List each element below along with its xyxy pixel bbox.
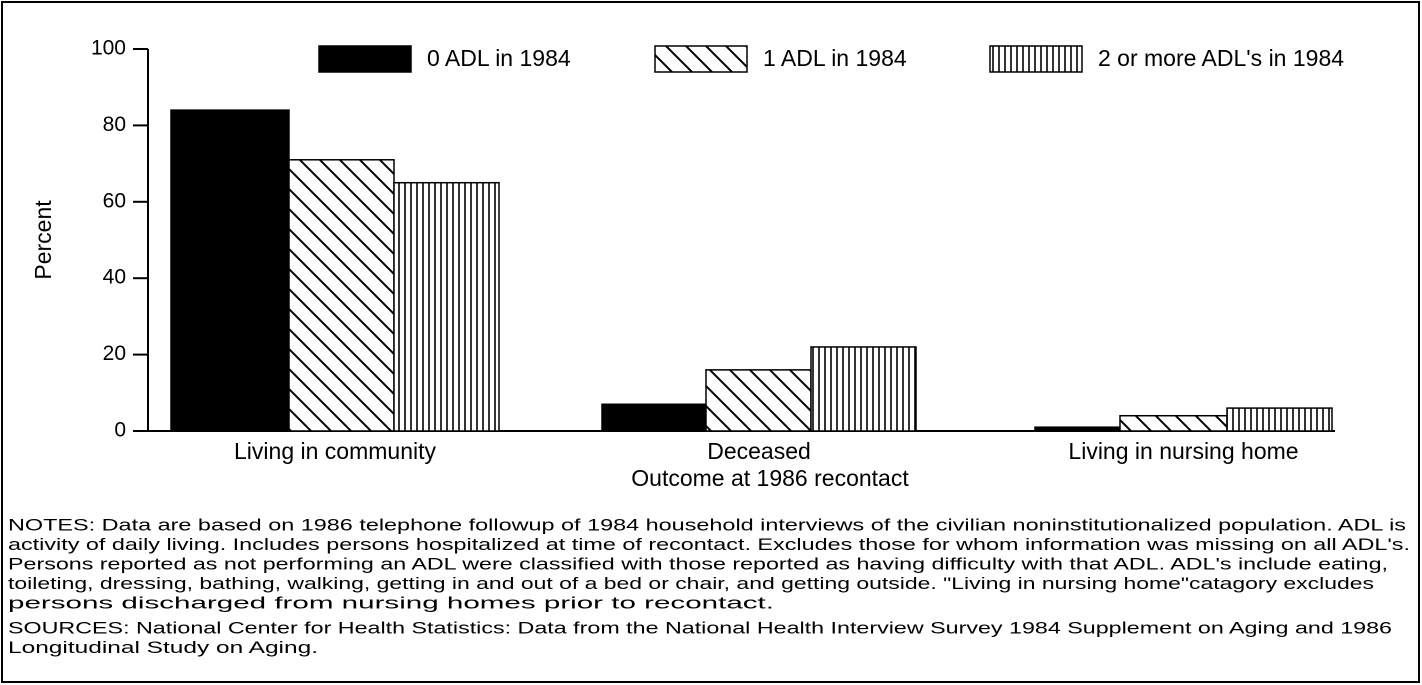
bar (1119, 414, 1228, 432)
x-tick-label: Deceased (707, 438, 811, 464)
source-line: SOURCES: National Center for Health Stat… (8, 618, 1392, 637)
y-tick-label: 20 (103, 342, 126, 365)
source-line: Longitudinal Study on Aging. (8, 638, 318, 657)
bar (1034, 426, 1121, 432)
legend-label: 0 ADL in 1984 (427, 45, 571, 71)
y-axis-label: Percent (30, 200, 56, 280)
note-line: activity of daily living. Includes perso… (8, 535, 1410, 554)
legend-label: 1 ADL in 1984 (763, 45, 907, 71)
note-line: Persons reported as not performing an AD… (8, 554, 1388, 573)
note-line: persons discharged from nursing homes pr… (8, 593, 774, 612)
legend-swatch (318, 45, 412, 73)
legend-swatch (989, 45, 1083, 73)
bar (170, 109, 290, 432)
legend-label: 2 or more ADL's in 1984 (1098, 45, 1344, 71)
y-tick-label: 60 (103, 189, 126, 212)
bar (601, 403, 707, 432)
x-tick-label: Living in nursing home (1068, 438, 1298, 464)
note-line: toileting, dressing, bathing, walking, g… (8, 574, 1374, 593)
y-tick-label: 100 (91, 37, 126, 60)
bar (393, 181, 500, 432)
x-axis-label: Outcome at 1986 recontact (631, 465, 909, 491)
bar (288, 159, 395, 432)
y-tick-label: 80 (103, 113, 126, 136)
y-tick-label: 0 (114, 419, 126, 442)
bar (1226, 407, 1333, 432)
y-tick-label: 40 (103, 266, 126, 289)
x-tick-label: Living in community (234, 438, 436, 464)
legend-swatch (654, 45, 748, 73)
bar (810, 346, 917, 432)
bar (705, 369, 812, 432)
note-line: NOTES: Data are based on 1986 telephone … (8, 515, 1406, 534)
